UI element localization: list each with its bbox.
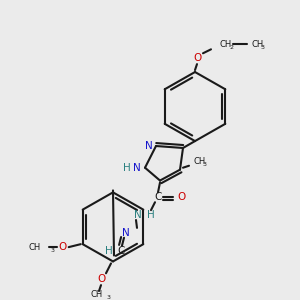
Text: O: O — [58, 242, 67, 252]
Text: 2: 2 — [229, 45, 233, 50]
Text: H: H — [147, 210, 155, 220]
Text: O: O — [177, 192, 185, 202]
Text: H: H — [105, 246, 113, 256]
Text: CH: CH — [28, 243, 41, 252]
Text: 3: 3 — [107, 296, 111, 300]
Text: 3: 3 — [203, 162, 207, 167]
Text: C: C — [154, 192, 162, 202]
Text: 3: 3 — [51, 248, 55, 253]
Text: CH: CH — [251, 40, 263, 49]
Text: N: N — [133, 163, 141, 173]
Text: CH: CH — [219, 40, 231, 49]
Text: N: N — [145, 141, 153, 151]
Text: 3: 3 — [261, 45, 265, 50]
Text: O: O — [193, 53, 201, 63]
Text: N: N — [122, 228, 130, 238]
Text: CH: CH — [194, 157, 206, 166]
Text: CH: CH — [91, 290, 103, 299]
Text: H: H — [123, 163, 131, 173]
Text: N: N — [134, 210, 142, 220]
Text: O: O — [97, 274, 105, 284]
Text: C: C — [117, 246, 125, 256]
